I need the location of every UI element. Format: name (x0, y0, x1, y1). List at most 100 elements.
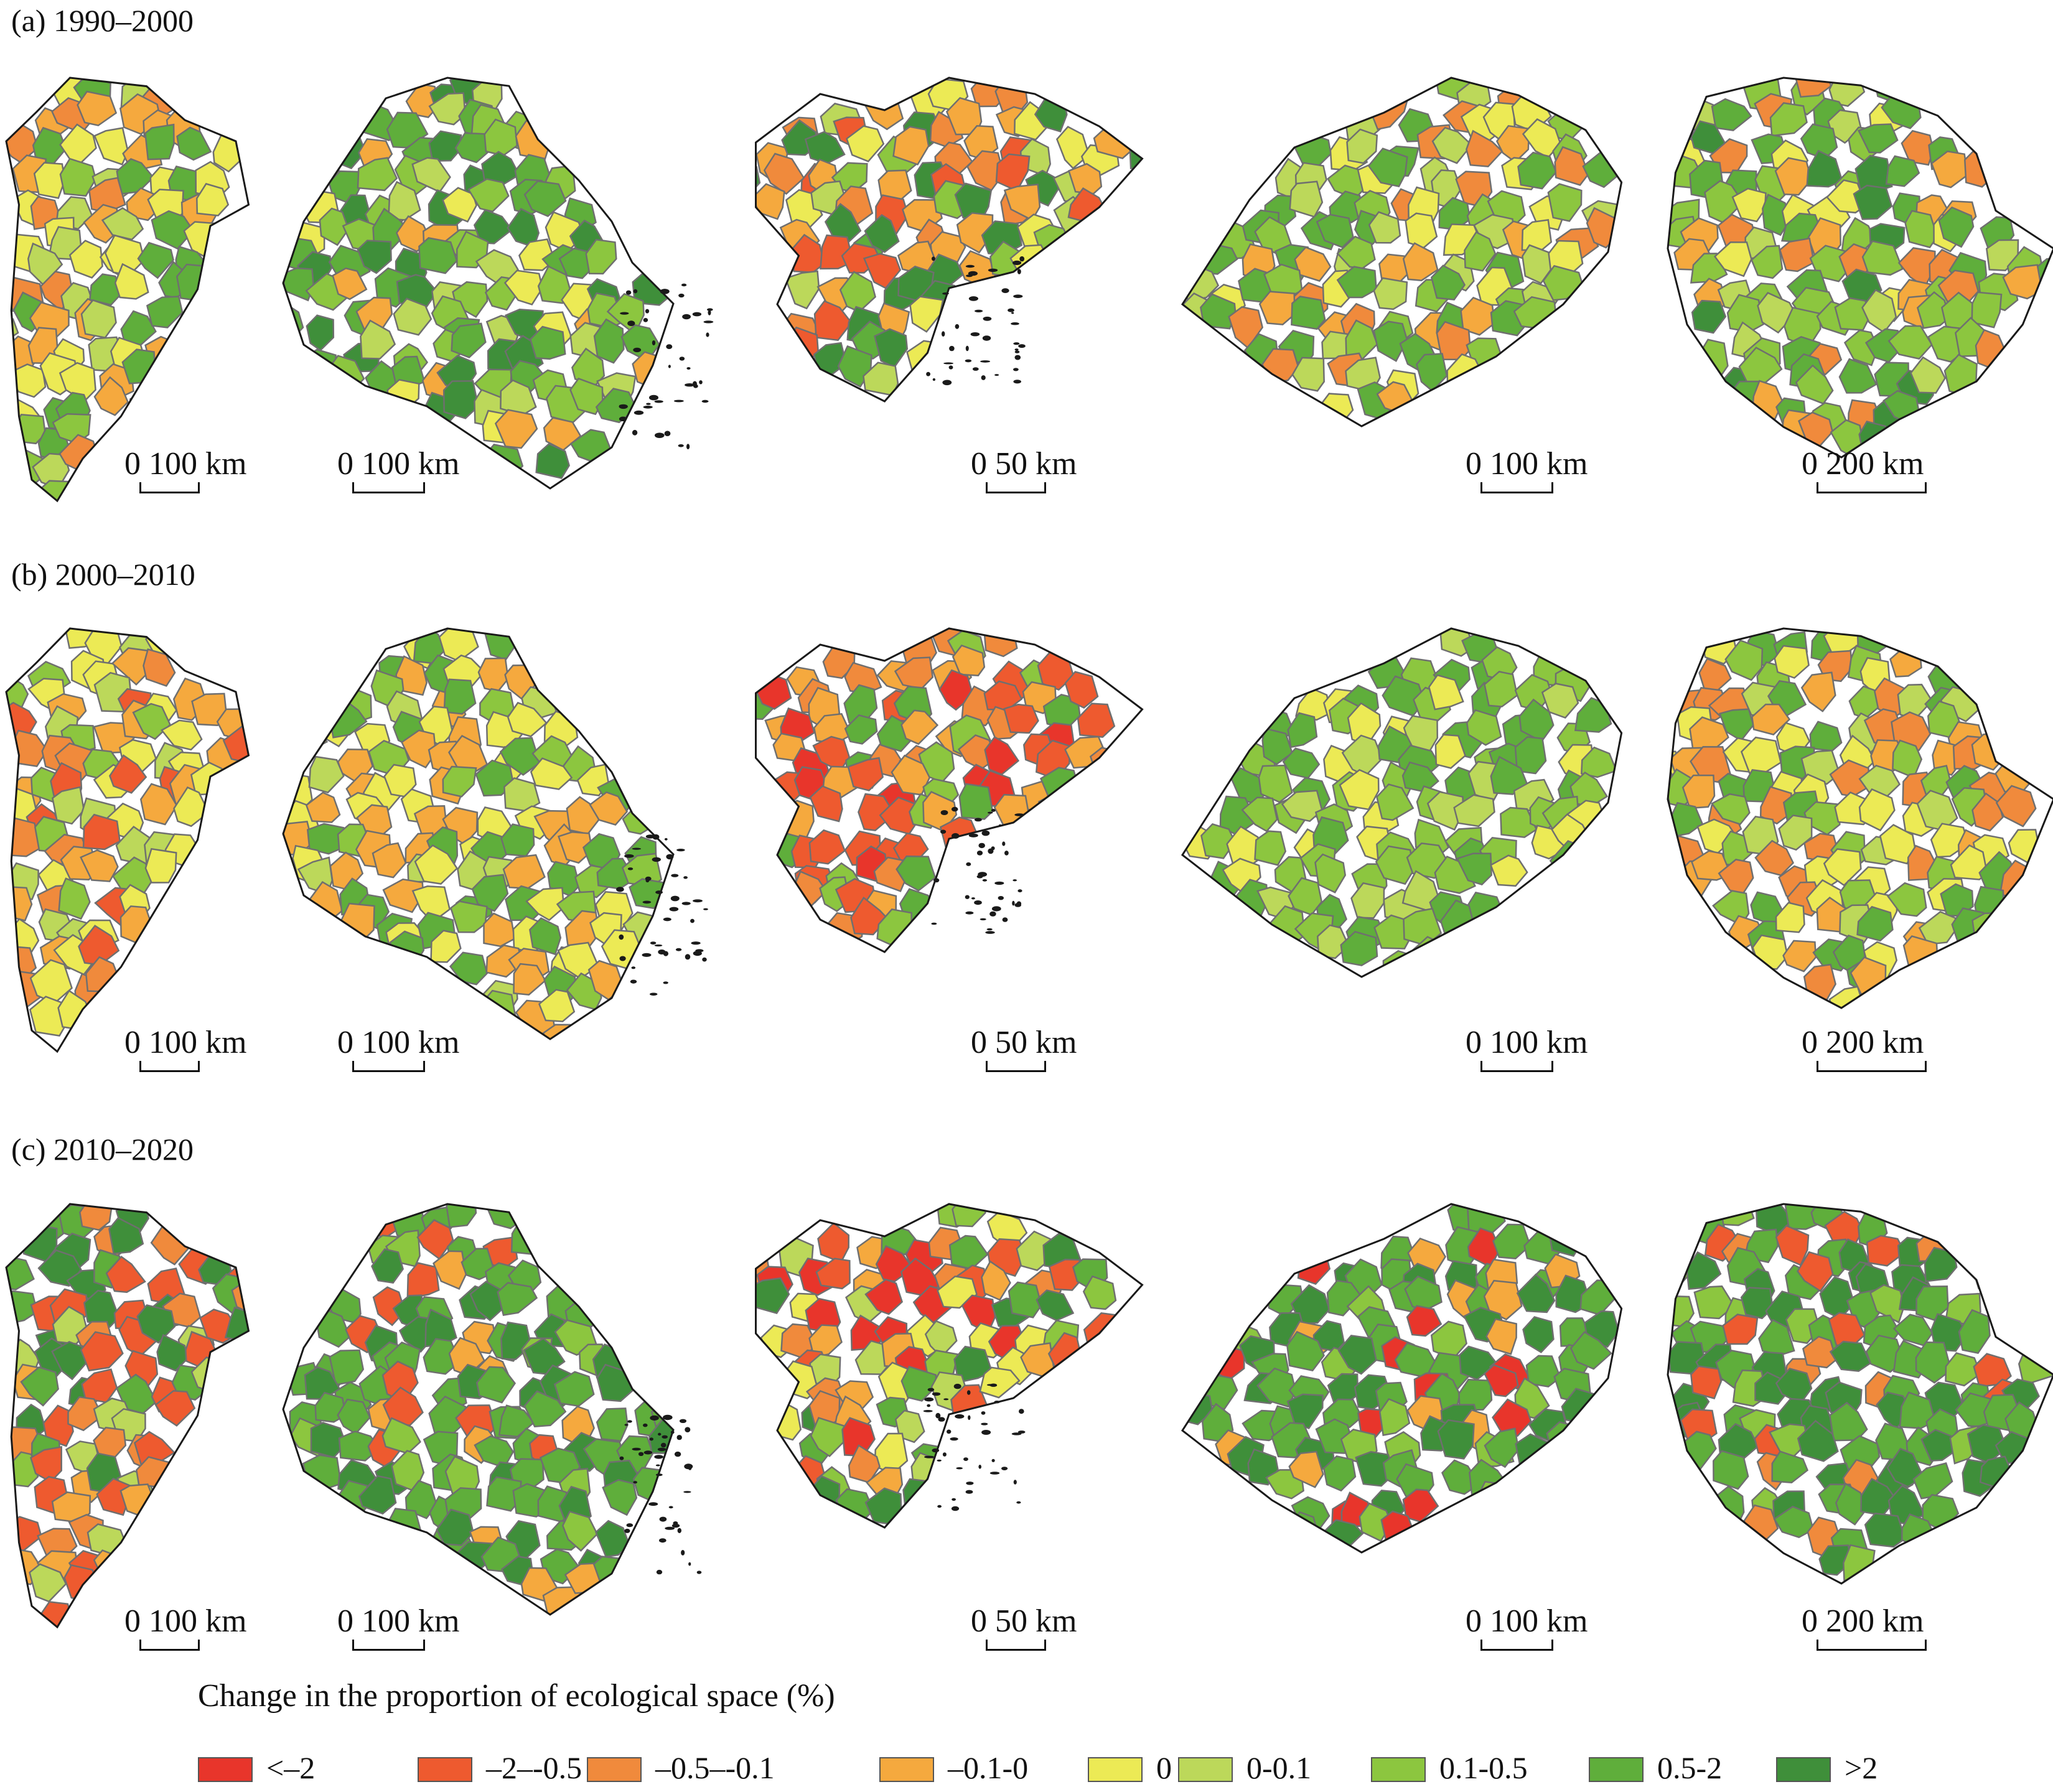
island-mark (1014, 350, 1020, 353)
district-polygon (1326, 1279, 1362, 1317)
district-polygon (1719, 1204, 1755, 1226)
island-mark (660, 1442, 666, 1448)
district-polygon (571, 1259, 604, 1290)
region-map (1181, 627, 1630, 978)
district-polygon (1522, 1316, 1555, 1353)
island-mark (678, 293, 685, 298)
region-map (1181, 77, 1630, 427)
district-polygon (1406, 1305, 1443, 1337)
district-polygon (703, 1549, 737, 1588)
district-polygon (1382, 950, 1416, 977)
district-polygon (433, 1250, 467, 1290)
district-polygon (371, 1248, 404, 1284)
district-polygon (6, 1516, 42, 1552)
district-polygon (1242, 678, 1281, 716)
district-polygon (1806, 149, 1843, 188)
district-polygon (1080, 1439, 1118, 1474)
district-polygon (2016, 78, 2053, 86)
district-polygon (1490, 755, 1529, 795)
district-polygon (864, 1278, 904, 1315)
district-polygon (1392, 586, 1422, 625)
district-polygon (51, 1341, 89, 1381)
island-mark (642, 900, 652, 904)
district-polygon (1805, 592, 1840, 627)
legend-swatch (418, 1757, 472, 1782)
island-mark (652, 340, 656, 345)
district-polygon (1778, 814, 1813, 851)
legend-swatch (1178, 1757, 1233, 1782)
district-polygon (6, 363, 47, 398)
district-polygon (1075, 1405, 1113, 1437)
legend-label: 0 (1156, 1750, 1172, 1785)
district-polygon (1435, 410, 1471, 426)
district-polygon (68, 240, 103, 279)
region-map-svg (755, 77, 1144, 403)
district-polygon (537, 265, 572, 304)
district-polygon (191, 693, 228, 726)
island-mark (938, 1417, 945, 1422)
district-polygon (477, 657, 509, 693)
region-outline (1181, 627, 1623, 978)
island-mark (699, 380, 703, 385)
district-polygon (1384, 1546, 1420, 1552)
district-polygon (2034, 628, 2053, 664)
district-polygon (1619, 338, 1622, 376)
district-polygon (1314, 853, 1347, 894)
district-polygon (1971, 912, 2011, 945)
district-polygon (82, 813, 121, 851)
district-polygon (442, 765, 477, 798)
scale-bar-label: 0 50 km (971, 1025, 1077, 1060)
district-polygon (817, 1221, 850, 1264)
district-polygon (151, 210, 195, 250)
island-mark (932, 378, 936, 381)
district-polygon (268, 592, 309, 623)
district-polygon (1434, 734, 1466, 769)
region-map (1667, 77, 2053, 459)
island-mark (643, 318, 648, 322)
district-polygon (1713, 1554, 1746, 1584)
district-polygon (1355, 1451, 1395, 1487)
district-polygon (393, 297, 433, 336)
island-mark (952, 1498, 956, 1501)
district-polygon (446, 1204, 477, 1228)
island-mark (654, 944, 663, 947)
district-polygon (1861, 240, 1904, 276)
district-polygon (1485, 1318, 1517, 1355)
island-mark (1008, 308, 1014, 312)
district-polygon (1258, 764, 1293, 803)
district-polygon (602, 1478, 638, 1516)
district-polygon (2003, 1536, 2044, 1577)
district-polygon (1982, 426, 2024, 457)
district-polygon (941, 594, 978, 627)
island-mark (671, 1523, 680, 1528)
island-mark (650, 941, 657, 945)
district-polygon (1286, 1393, 1324, 1430)
district-polygon (161, 719, 203, 751)
island-mark (966, 1390, 971, 1395)
island-mark (655, 1473, 663, 1477)
island-mark (682, 314, 691, 320)
district-polygon (1916, 291, 1951, 329)
district-polygon (1466, 129, 1504, 167)
district-polygon (1256, 1367, 1297, 1408)
district-polygon (538, 989, 576, 1022)
district-polygon (601, 155, 642, 190)
district-polygon (714, 1629, 747, 1665)
region-map (282, 1203, 702, 1616)
district-polygon (306, 823, 347, 855)
district-polygon (222, 726, 249, 765)
region-outline (5, 77, 250, 503)
district-polygon (1569, 1331, 1612, 1370)
district-polygon (847, 757, 884, 791)
district-polygon (1618, 1169, 1651, 1201)
district-polygon (1430, 264, 1466, 301)
district-polygon (561, 1510, 599, 1552)
district-polygon (1773, 1505, 1815, 1539)
district-polygon (1838, 358, 1878, 394)
island-mark (1002, 841, 1006, 846)
district-polygon (1752, 934, 1789, 970)
district-polygon (1293, 133, 1332, 169)
district-polygon (1490, 854, 1528, 887)
island-mark (989, 1383, 998, 1387)
island-mark (981, 830, 990, 836)
